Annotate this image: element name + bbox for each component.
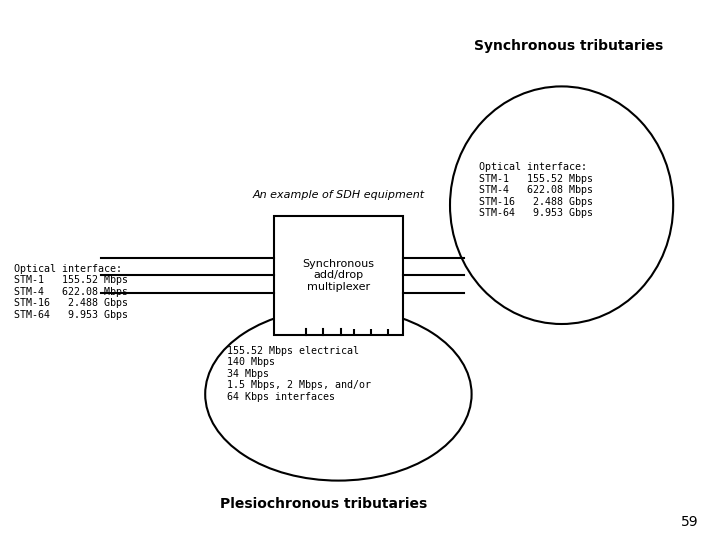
Text: Plesiochronous tributaries: Plesiochronous tributaries [220, 497, 428, 511]
Text: Synchronous tributaries: Synchronous tributaries [474, 39, 663, 53]
Text: An example of SDH equipment: An example of SDH equipment [252, 190, 425, 200]
Text: Optical interface:
STM-1   155.52 Mbps
STM-4   622.08 Mbps
STM-16   2.488 Gbps
S: Optical interface: STM-1 155.52 Mbps STM… [479, 162, 593, 218]
Bar [274, 216, 403, 335]
Text: Synchronous
add/drop
multiplexer: Synchronous add/drop multiplexer [302, 259, 374, 292]
Text: 59: 59 [681, 515, 698, 529]
Text: Optical interface:
STM-1   155.52 Mbps
STM-4   622.08 Mbps
STM-16   2.488 Gbps
S: Optical interface: STM-1 155.52 Mbps STM… [14, 264, 128, 320]
Text: 155.52 Mbps electrical
140 Mbps
34 Mbps
1.5 Mbps, 2 Mbps, and/or
64 Kbps interfa: 155.52 Mbps electrical 140 Mbps 34 Mbps … [227, 346, 371, 402]
